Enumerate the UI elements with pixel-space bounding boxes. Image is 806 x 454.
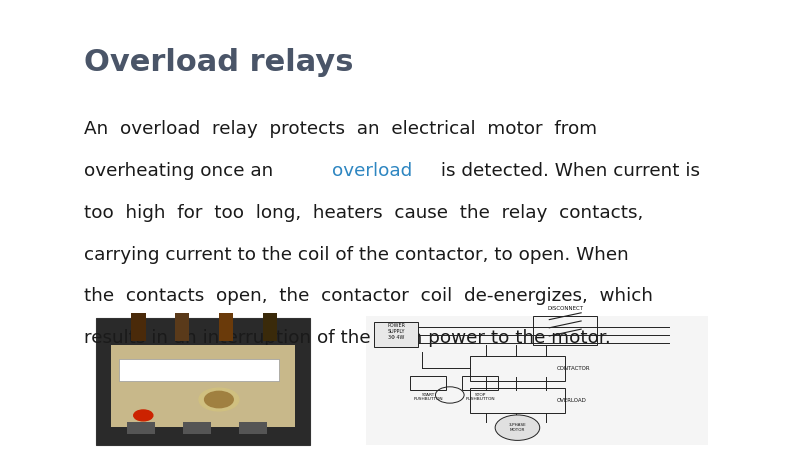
Text: too  high  for  too  long,  heaters  cause  the  relay  contacts,: too high for too long, heaters cause the… — [84, 204, 643, 222]
Text: is detected. When current is: is detected. When current is — [434, 162, 700, 180]
Circle shape — [199, 388, 239, 411]
Bar — [263, 313, 277, 340]
Bar — [470, 388, 565, 413]
Text: An  overload  relay  protects  an  electrical  motor  from: An overload relay protects an electrical… — [84, 120, 596, 138]
Text: STOP
PUSHBUTTON: STOP PUSHBUTTON — [465, 393, 495, 401]
Text: START
PUSHBUTTON: START PUSHBUTTON — [413, 393, 443, 401]
Text: CONTACTOR: CONTACTOR — [557, 366, 591, 371]
Bar — [239, 422, 267, 434]
Circle shape — [134, 410, 153, 421]
Bar — [410, 376, 446, 390]
Bar — [183, 422, 211, 434]
Bar — [111, 345, 294, 427]
Bar — [219, 313, 233, 340]
Circle shape — [495, 415, 540, 440]
Text: results in an interruption of the main power to the motor.: results in an interruption of the main p… — [84, 329, 610, 347]
Bar — [366, 316, 708, 445]
Text: the  contacts  open,  the  contactor  coil  de-energizes,  which: the contacts open, the contactor coil de… — [84, 287, 653, 306]
Text: carrying current to the coil of the contactor, to open. When: carrying current to the coil of the cont… — [84, 246, 629, 264]
Text: Overload relays: Overload relays — [84, 48, 353, 77]
Bar — [470, 356, 565, 381]
Text: OVERLOAD: OVERLOAD — [557, 398, 587, 403]
Bar — [175, 313, 189, 340]
Circle shape — [205, 391, 233, 408]
Text: 3-PHASE
MOTOR: 3-PHASE MOTOR — [509, 424, 526, 432]
Bar — [119, 359, 279, 381]
Text: overload: overload — [332, 162, 413, 180]
Text: overheating once an: overheating once an — [84, 162, 279, 180]
Bar — [534, 316, 597, 345]
Bar — [96, 318, 310, 445]
Bar — [127, 422, 156, 434]
Text: POWER
SUPPLY
3Φ 4W: POWER SUPPLY 3Φ 4W — [388, 323, 405, 340]
Bar — [131, 313, 146, 340]
Text: DISCONNECT: DISCONNECT — [547, 306, 584, 311]
Bar — [462, 376, 497, 390]
Bar — [374, 322, 418, 347]
